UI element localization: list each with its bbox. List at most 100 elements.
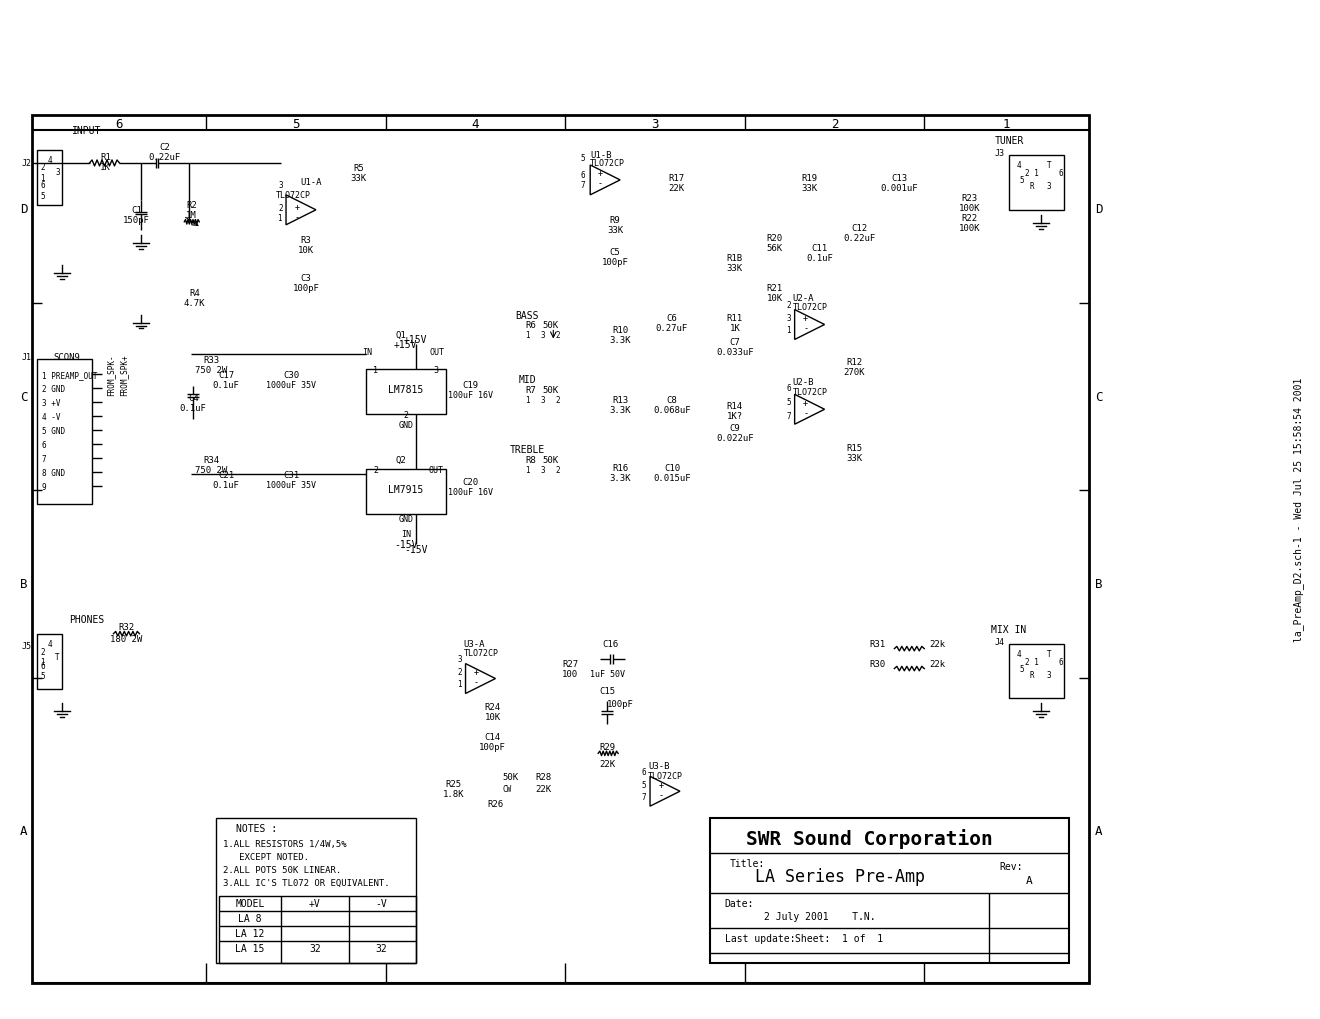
Text: 33K: 33K bbox=[846, 453, 862, 463]
Text: 1: 1 bbox=[457, 680, 462, 689]
Text: la_PreAmp_D2.sch-1 - Wed Jul 25 15:58:54 2001: la_PreAmp_D2.sch-1 - Wed Jul 25 15:58:54… bbox=[1292, 377, 1304, 642]
Text: 100K: 100K bbox=[958, 224, 979, 233]
Text: -15V: -15V bbox=[404, 544, 428, 554]
Text: SCON9: SCON9 bbox=[53, 353, 81, 362]
Text: C3: C3 bbox=[301, 274, 312, 283]
Text: U1-B: U1-B bbox=[590, 151, 611, 160]
Text: 0.1uF: 0.1uF bbox=[213, 380, 240, 389]
Text: 4: 4 bbox=[1016, 161, 1022, 170]
Text: 4: 4 bbox=[48, 640, 51, 648]
Text: 7: 7 bbox=[42, 454, 46, 464]
Text: 5: 5 bbox=[581, 154, 586, 163]
Text: 2
GND: 2 GND bbox=[399, 410, 413, 430]
Text: EXCEPT NOTED.: EXCEPT NOTED. bbox=[223, 852, 309, 861]
Text: R9: R9 bbox=[610, 216, 620, 225]
Text: FROM_SPK+: FROM_SPK+ bbox=[120, 355, 128, 395]
Text: 3: 3 bbox=[651, 117, 659, 130]
Text: +: + bbox=[598, 169, 603, 178]
Text: B: B bbox=[20, 578, 28, 591]
Text: Sheet:  1 of  1: Sheet: 1 of 1 bbox=[796, 933, 883, 943]
Text: 1: 1 bbox=[525, 395, 531, 405]
Text: C1: C1 bbox=[131, 206, 141, 215]
Text: U3-A: U3-A bbox=[463, 640, 484, 648]
Text: C6: C6 bbox=[667, 314, 677, 323]
Text: 0.015uF: 0.015uF bbox=[653, 473, 690, 482]
Text: T: T bbox=[1047, 649, 1051, 658]
Text: TUNER: TUNER bbox=[994, 136, 1024, 146]
Text: 6: 6 bbox=[42, 440, 46, 449]
Text: TLO72CP: TLO72CP bbox=[276, 192, 312, 200]
Text: 1: 1 bbox=[374, 366, 379, 375]
Text: 1: 1 bbox=[525, 330, 531, 339]
Text: GND: GND bbox=[399, 515, 413, 524]
Text: Last update:: Last update: bbox=[725, 933, 796, 943]
Text: 5: 5 bbox=[1019, 664, 1024, 674]
Text: MODEL: MODEL bbox=[235, 898, 265, 908]
Text: 33K: 33K bbox=[727, 264, 743, 273]
Text: 5: 5 bbox=[1019, 176, 1024, 185]
Text: R6: R6 bbox=[525, 321, 536, 330]
Text: J1: J1 bbox=[21, 353, 32, 362]
Text: TLO72CP: TLO72CP bbox=[648, 771, 682, 780]
Text: T: T bbox=[1047, 161, 1051, 170]
Text: 2 July 2001    T.N.: 2 July 2001 T.N. bbox=[764, 911, 875, 921]
Text: 1K: 1K bbox=[100, 163, 111, 172]
Text: R5: R5 bbox=[354, 164, 364, 173]
Text: J3: J3 bbox=[994, 150, 1005, 158]
Text: 3.3K: 3.3K bbox=[610, 473, 631, 482]
Text: C14: C14 bbox=[484, 733, 500, 741]
Text: LA 8: LA 8 bbox=[239, 913, 261, 923]
Text: 2 GND: 2 GND bbox=[42, 384, 65, 393]
Text: R3: R3 bbox=[301, 236, 312, 245]
Text: 6: 6 bbox=[1059, 657, 1063, 666]
Text: 100uF 16V: 100uF 16V bbox=[447, 487, 492, 496]
Text: R26: R26 bbox=[487, 799, 503, 808]
Text: 50K: 50K bbox=[543, 455, 558, 465]
Text: A: A bbox=[1096, 823, 1102, 837]
Text: R28: R28 bbox=[535, 772, 552, 781]
Text: 0.1uF: 0.1uF bbox=[180, 404, 207, 413]
Text: R14: R14 bbox=[727, 401, 743, 411]
Text: Q1: Q1 bbox=[395, 330, 407, 339]
Text: 1: 1 bbox=[277, 214, 281, 223]
Text: SWR Sound Corporation: SWR Sound Corporation bbox=[746, 828, 993, 848]
Text: CW: CW bbox=[503, 784, 512, 793]
Text: 8 GND: 8 GND bbox=[42, 468, 65, 477]
Text: 5: 5 bbox=[787, 397, 791, 407]
Text: 2
1: 2 1 bbox=[41, 647, 45, 666]
Text: C12: C12 bbox=[851, 224, 867, 233]
Text: LM7815: LM7815 bbox=[388, 385, 424, 395]
Text: TREBLE: TREBLE bbox=[510, 444, 545, 454]
Text: R25
1.8K: R25 1.8K bbox=[442, 779, 465, 798]
Text: 4: 4 bbox=[1016, 649, 1022, 658]
Text: 2
1: 2 1 bbox=[41, 163, 45, 182]
Text: 22K: 22K bbox=[668, 184, 684, 194]
Text: 750 2W: 750 2W bbox=[195, 366, 227, 375]
Text: R7: R7 bbox=[525, 385, 536, 394]
Text: 7: 7 bbox=[581, 181, 586, 191]
Text: 3: 3 bbox=[540, 330, 545, 339]
Text: 1: 1 bbox=[1003, 117, 1010, 130]
Text: 270K: 270K bbox=[843, 368, 865, 376]
Text: J4: J4 bbox=[994, 638, 1005, 646]
Text: LA 12: LA 12 bbox=[235, 928, 265, 937]
Text: 0.22uF: 0.22uF bbox=[843, 234, 875, 243]
Text: 4.7K: 4.7K bbox=[183, 299, 205, 308]
Text: 1.ALL RESISTORS 1/4W,5%: 1.ALL RESISTORS 1/4W,5% bbox=[223, 839, 347, 848]
Text: MID: MID bbox=[519, 375, 536, 385]
Text: 3: 3 bbox=[457, 654, 462, 663]
Text: C30: C30 bbox=[282, 371, 300, 379]
Text: 5: 5 bbox=[292, 117, 300, 130]
Text: +: + bbox=[294, 203, 300, 212]
Text: 33K: 33K bbox=[607, 226, 623, 235]
Text: 3: 3 bbox=[540, 395, 545, 405]
Text: IN: IN bbox=[401, 530, 411, 539]
Text: Rev:: Rev: bbox=[999, 861, 1023, 871]
Text: R8: R8 bbox=[525, 455, 536, 465]
Text: 1000uF 35V: 1000uF 35V bbox=[267, 480, 315, 489]
Text: 32: 32 bbox=[375, 943, 387, 953]
Text: R2: R2 bbox=[186, 201, 197, 210]
Text: 1K?: 1K? bbox=[727, 412, 743, 421]
Text: 3: 3 bbox=[540, 465, 545, 474]
Text: 3 +V: 3 +V bbox=[42, 398, 61, 408]
